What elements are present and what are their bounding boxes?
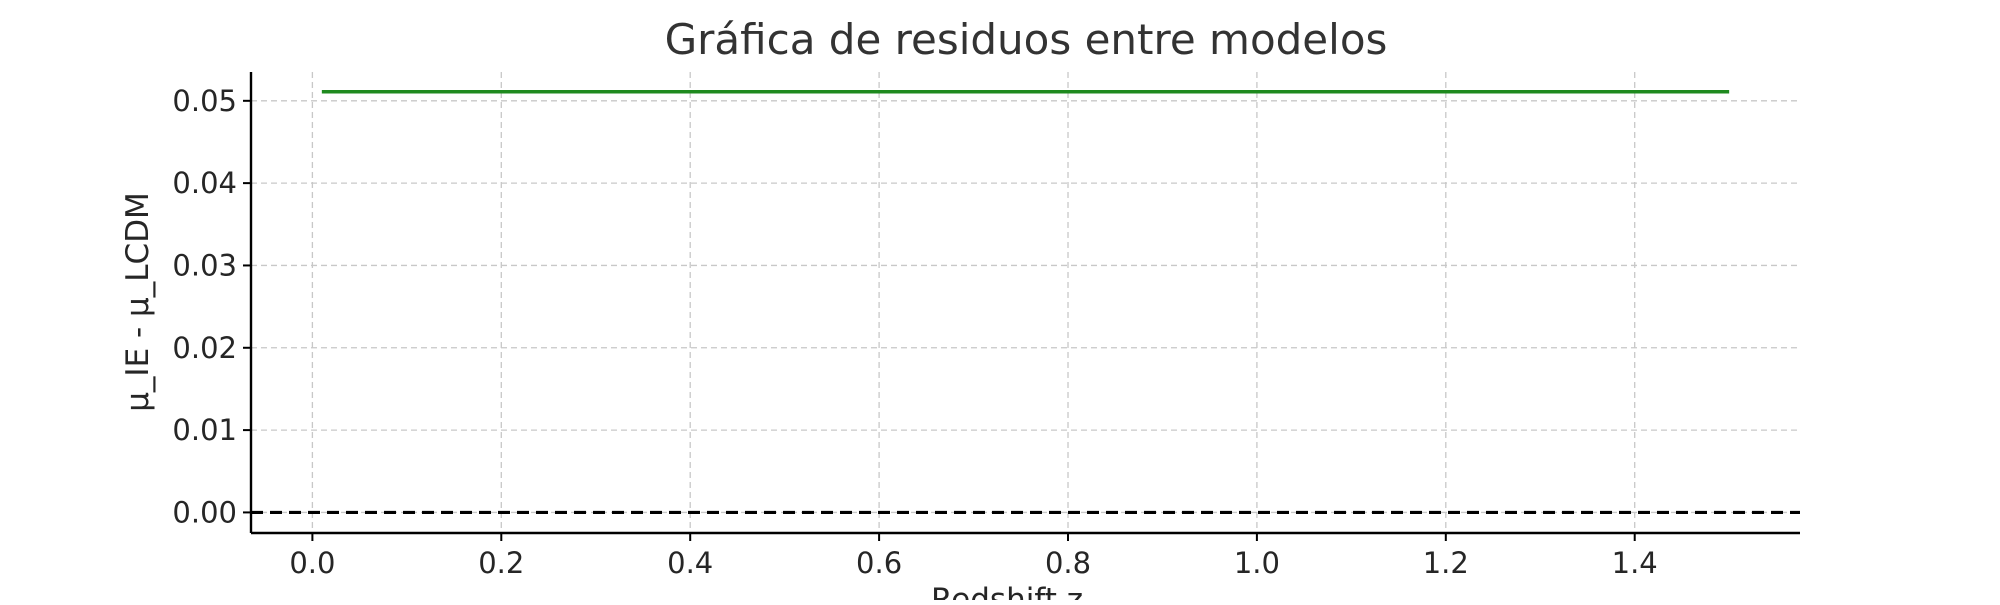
x-axis-label: Redshift z bbox=[931, 582, 1083, 600]
x-tick-label: 1.4 bbox=[1612, 546, 1658, 580]
plot-area bbox=[251, 90, 1800, 515]
x-tick-label: 0.8 bbox=[1045, 546, 1091, 580]
y-tick-label: 0.01 bbox=[172, 413, 237, 447]
x-tick-label: 0.4 bbox=[667, 546, 713, 580]
y-tick-label: 0.05 bbox=[172, 84, 237, 118]
y-tick-label: 0.03 bbox=[172, 248, 237, 282]
y-tick-label: 0.02 bbox=[172, 331, 237, 365]
y-tick-label: 0.00 bbox=[172, 495, 237, 529]
x-tick-label: 1.0 bbox=[1234, 546, 1280, 580]
axes bbox=[243, 72, 1800, 541]
y-tick-label: 0.04 bbox=[172, 166, 237, 200]
x-tick-label: 1.2 bbox=[1423, 546, 1469, 580]
y-axis-label: μ_IE - μ_LCDM bbox=[120, 192, 156, 412]
x-tick-label: 0.6 bbox=[856, 546, 902, 580]
tick-labels: 0.0 0.2 0.4 0.6 0.8 1.0 1.2 1.4 0.00 0.01 0.02 0.03… bbox=[172, 84, 1657, 580]
x-tick-label: 0.2 bbox=[478, 546, 524, 580]
x-tick-label: 0.0 bbox=[289, 546, 335, 580]
chart-title: Gráfica de residuos entre modelos bbox=[665, 15, 1388, 64]
grid bbox=[251, 72, 1800, 533]
